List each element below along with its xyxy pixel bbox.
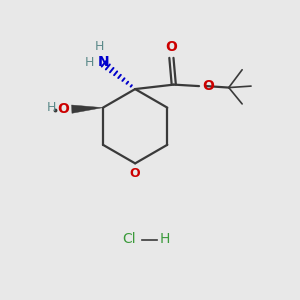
Text: N: N — [98, 55, 110, 69]
Text: H: H — [47, 101, 56, 114]
Text: O: O — [202, 79, 214, 93]
Text: O: O — [166, 40, 177, 54]
Text: Cl: Cl — [122, 232, 136, 246]
Text: H: H — [160, 232, 170, 246]
Text: H: H — [95, 40, 104, 52]
Polygon shape — [72, 105, 103, 113]
Text: O: O — [57, 102, 69, 116]
Text: H: H — [85, 56, 94, 69]
Text: O: O — [130, 167, 140, 180]
